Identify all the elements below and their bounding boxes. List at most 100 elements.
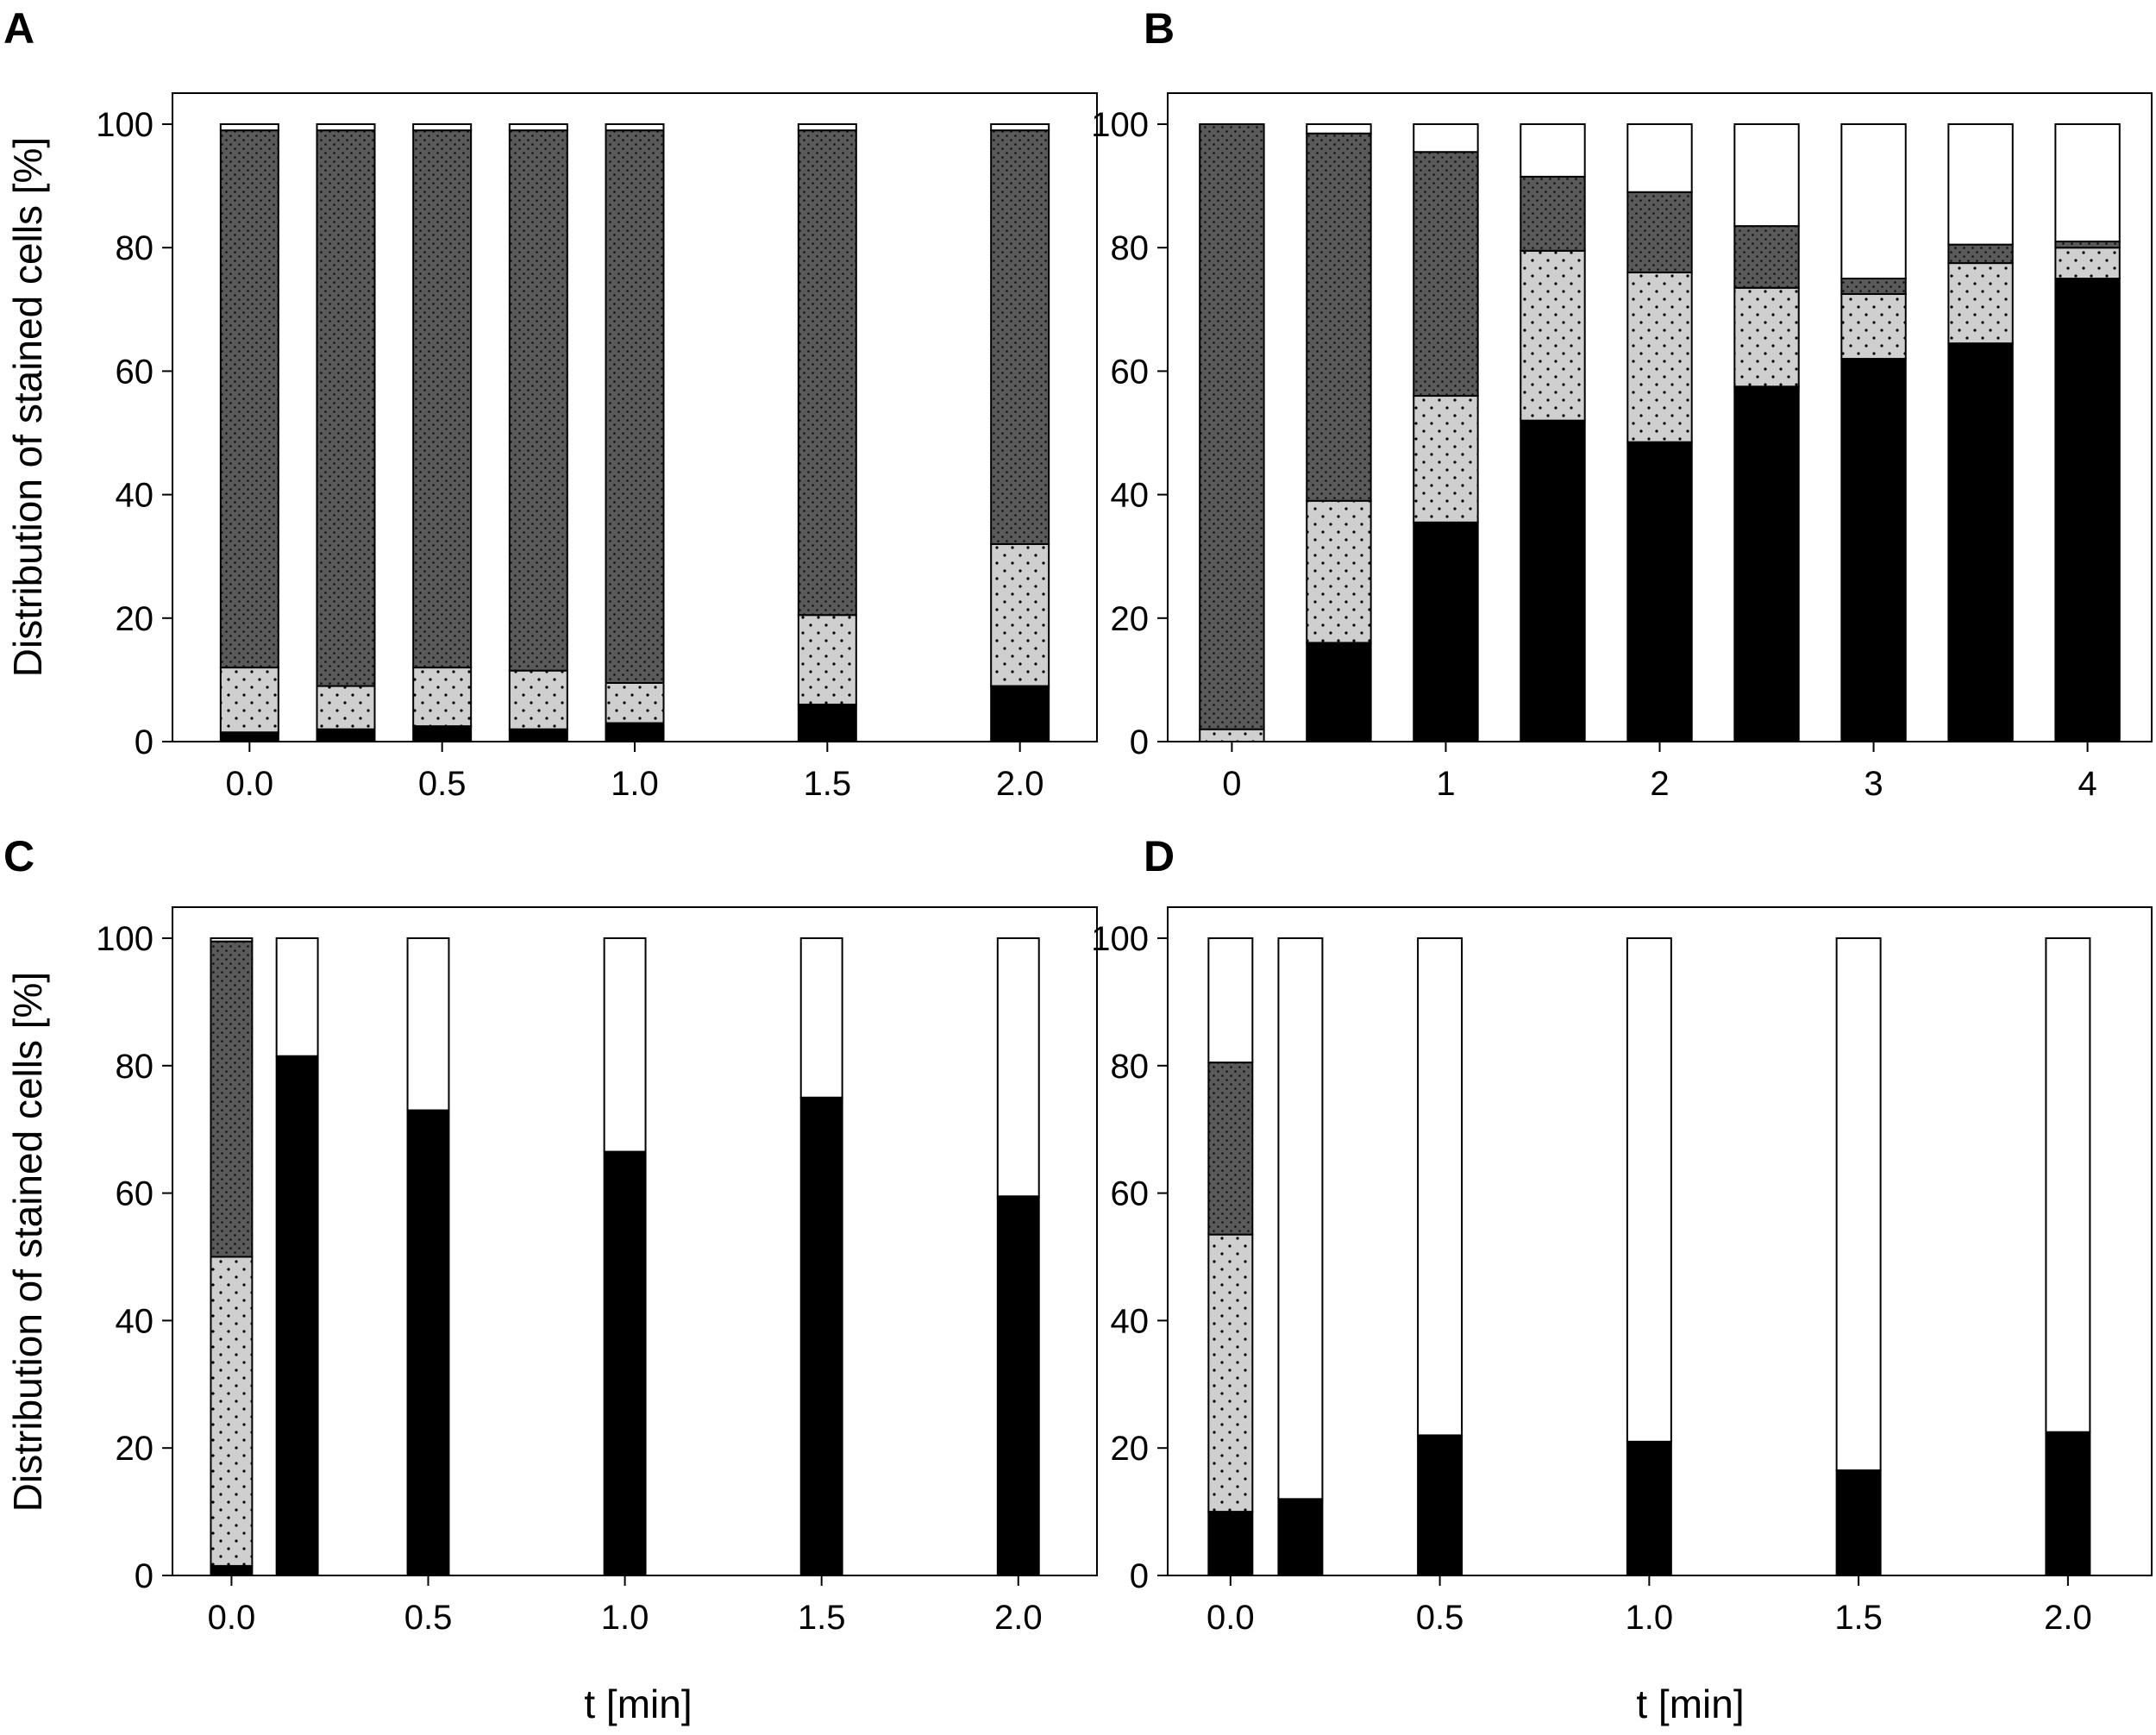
bar-segment-b-6-black (1840, 358, 1907, 742)
bar-segment-d-0-white (1207, 937, 1254, 1064)
bar-segment-b-3-dark-dotted (1520, 175, 1586, 252)
x-tick-label-d-3: 1.5 (1834, 1599, 1883, 1637)
x-tick-label-b-3: 3 (1864, 765, 1883, 803)
bar-segment-b-8-white (2054, 123, 2121, 243)
x-tick-label-a-2: 1.0 (611, 765, 659, 803)
x-tick-label-c-0: 0.0 (208, 1599, 256, 1637)
y-tick-label-a-2: 40 (116, 477, 154, 515)
x-tick-label-a-0: 0.0 (226, 765, 274, 803)
y-tick-label-d-3: 60 (1111, 1175, 1150, 1213)
y-tick-label-a-5: 100 (96, 106, 154, 144)
bar-segment-c-0-dark-dotted (210, 940, 254, 1258)
y-tick-label-c-4: 80 (116, 1048, 154, 1086)
bar-segment-a-6-white (990, 123, 1050, 132)
bar-segment-a-1-dark-dotted (316, 129, 376, 687)
bar-segment-a-0-dark-dotted (219, 129, 279, 669)
bar-segment-d-4-black (1835, 1469, 1882, 1576)
bar-segment-a-6-light-dotted (990, 542, 1050, 687)
bar-segment-a-4-dark-dotted (605, 129, 665, 684)
bar-segment-b-1-dark-dotted (1306, 132, 1372, 502)
bar-segment-b-2-dark-dotted (1413, 151, 1479, 398)
x-tick-label-b-2: 2 (1650, 765, 1669, 803)
bar-segment-b-0-light-dotted (1199, 728, 1265, 742)
bar-segment-b-7-dark-dotted (1947, 243, 2014, 265)
x-tick-label-c-1: 0.5 (404, 1599, 453, 1637)
bar-segment-a-2-white (412, 123, 473, 132)
y-tick-label-b-1: 20 (1111, 600, 1150, 638)
y-tick-label-a-4: 80 (116, 229, 154, 267)
panel-letter-c: C (3, 832, 34, 880)
bar-segment-b-3-light-dotted (1520, 249, 1586, 422)
bar-segment-d-1-black (1277, 1498, 1324, 1576)
y-tick-label-a-3: 60 (116, 353, 154, 391)
y-tick-label-d-0: 0 (1130, 1557, 1149, 1595)
bar-segment-b-7-light-dotted (1947, 262, 2014, 345)
bar-segment-b-4-dark-dotted (1626, 191, 1693, 273)
bar-segment-d-5-black (2045, 1431, 2091, 1576)
panel-letter-d: D (1144, 832, 1175, 880)
y-tick-label-c-2: 40 (116, 1302, 154, 1340)
bar-segment-d-5-white (2045, 937, 2091, 1433)
bar-segment-a-5-white (797, 123, 857, 132)
bar-segment-a-4-black (605, 722, 665, 743)
bar-segment-c-4-white (799, 937, 843, 1099)
bar-segment-b-6-dark-dotted (1840, 278, 1907, 295)
x-tick-label-a-3: 1.5 (804, 765, 852, 803)
y-tick-label-c-3: 60 (116, 1175, 154, 1213)
y-tick-label-d-2: 40 (1111, 1302, 1150, 1340)
bar-segment-d-0-dark-dotted (1207, 1062, 1254, 1236)
y-axis-title-top: Distribution of stained cells [%] (5, 137, 50, 677)
panel-letter-b: B (1144, 4, 1175, 53)
bar-segment-a-5-light-dotted (797, 614, 857, 706)
bar-segment-a-2-black (412, 725, 473, 742)
bar-segment-a-3-light-dotted (508, 669, 568, 730)
y-tick-label-b-0: 0 (1130, 723, 1149, 761)
bar-segment-a-2-dark-dotted (412, 129, 473, 669)
bar-segment-a-1-black (316, 728, 376, 742)
y-axis-title-bottom: Distribution of stained cells [%] (5, 972, 50, 1512)
bar-segment-d-2-white (1417, 937, 1463, 1437)
bar-segment-c-5-black (996, 1195, 1040, 1577)
bar-segment-a-3-black (508, 728, 568, 742)
x-tick-label-c-3: 1.5 (798, 1599, 846, 1637)
bar-segment-d-0-light-dotted (1207, 1233, 1254, 1513)
x-tick-label-b-4: 4 (2078, 765, 2096, 803)
bar-segment-b-5-black (1733, 385, 1800, 742)
y-tick-label-c-5: 100 (96, 920, 154, 958)
bar-segment-d-2-black (1417, 1434, 1463, 1577)
bar-segment-a-0-white (219, 123, 279, 132)
x-tick-label-d-2: 1.0 (1626, 1599, 1674, 1637)
x-tick-label-d-4: 2.0 (2044, 1599, 2092, 1637)
x-tick-label-b-1: 1 (1436, 765, 1455, 803)
bar-segment-a-1-light-dotted (316, 685, 376, 730)
bar-segment-b-4-white (1626, 123, 1693, 193)
bar-segment-c-1-white (275, 937, 319, 1057)
y-tick-label-c-0: 0 (135, 1557, 154, 1595)
bar-segment-b-8-black (2054, 278, 2121, 742)
bar-segment-b-0-dark-dotted (1199, 123, 1265, 730)
bar-segment-c-3-white (603, 937, 647, 1153)
bar-segment-c-0-black (210, 1564, 254, 1577)
bar-segment-b-1-light-dotted (1306, 499, 1372, 644)
bar-segment-d-1-white (1277, 937, 1324, 1500)
bar-segment-a-1-white (316, 123, 376, 132)
y-tick-label-b-4: 80 (1111, 229, 1150, 267)
bar-segment-a-6-black (990, 685, 1050, 742)
y-tick-label-a-1: 20 (116, 600, 154, 638)
bar-segment-b-5-dark-dotted (1733, 225, 1800, 289)
x-tick-label-a-1: 0.5 (418, 765, 467, 803)
bar-segment-c-0-light-dotted (210, 1256, 254, 1567)
y-tick-label-b-3: 60 (1111, 353, 1150, 391)
y-tick-label-a-0: 0 (135, 723, 154, 761)
bar-segment-a-5-black (797, 704, 857, 742)
panel-b: 0 20 40 60 80 100 0 1 2 3 4 (1091, 92, 2153, 803)
y-tick-label-d-5: 100 (1091, 920, 1149, 958)
y-tick-label-b-2: 40 (1111, 477, 1150, 515)
bar-segment-a-5-dark-dotted (797, 129, 857, 617)
y-tick-label-c-1: 20 (116, 1430, 154, 1468)
bar-segment-d-0-black (1207, 1511, 1254, 1576)
bar-segment-b-6-white (1840, 123, 1907, 279)
bar-segment-c-4-black (799, 1096, 843, 1576)
x-tick-label-b-0: 0 (1222, 765, 1241, 803)
